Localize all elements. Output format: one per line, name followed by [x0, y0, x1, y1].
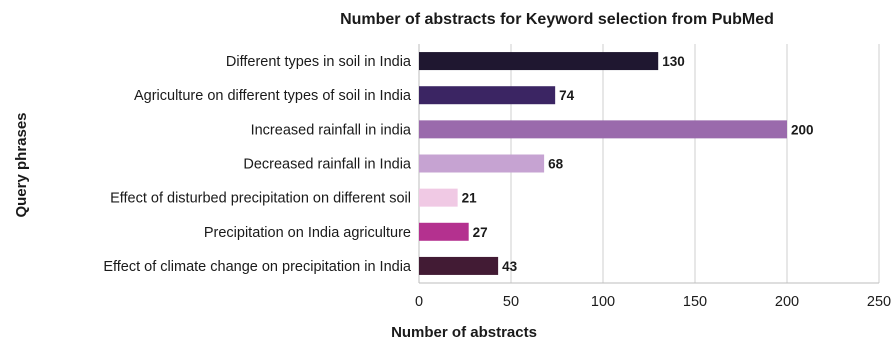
bar — [419, 222, 469, 241]
x-tick-label: 50 — [503, 294, 519, 310]
category-label: Effect of disturbed precipitation on dif… — [110, 191, 411, 207]
category-label: Different types in soil in India — [226, 54, 412, 70]
category-labels: Different types in soil in India Agricult… — [103, 54, 412, 275]
x-tick-label: 200 — [775, 294, 799, 310]
value-label: 74 — [559, 88, 575, 103]
value-label: 43 — [502, 259, 518, 274]
x-tick-label: 100 — [591, 294, 615, 310]
bar — [419, 52, 659, 71]
x-tick-label: 150 — [683, 294, 707, 310]
value-label: 27 — [473, 225, 488, 240]
x-tick-label: 0 — [415, 294, 423, 310]
x-tick-labels: 0 50 100 150 200 250 — [415, 294, 891, 310]
category-label: Decreased rainfall in India — [243, 157, 412, 173]
x-axis-title: Number of abstracts — [391, 324, 537, 341]
gridlines — [418, 44, 880, 284]
y-axis-title: Query phrases — [13, 112, 30, 217]
bar — [419, 86, 556, 105]
category-label: Agriculture on different types of soil i… — [134, 88, 412, 104]
bar — [419, 154, 545, 173]
category-label: Precipitation on India agriculture — [204, 225, 411, 241]
bars — [419, 52, 787, 275]
x-tick-label: 250 — [867, 294, 891, 310]
bar — [419, 120, 787, 139]
value-label: 130 — [662, 54, 685, 69]
category-label: Effect of climate change on precipitatio… — [103, 259, 412, 275]
chart-title: Number of abstracts for Keyword selectio… — [340, 11, 774, 28]
value-label: 68 — [548, 157, 564, 172]
bar — [419, 256, 499, 275]
value-label: 200 — [791, 122, 814, 137]
category-label: Increased rainfall in india — [251, 122, 412, 138]
value-label: 21 — [462, 191, 478, 206]
value-labels: 130 74 200 68 21 27 43 — [462, 54, 814, 274]
bar — [419, 188, 458, 207]
